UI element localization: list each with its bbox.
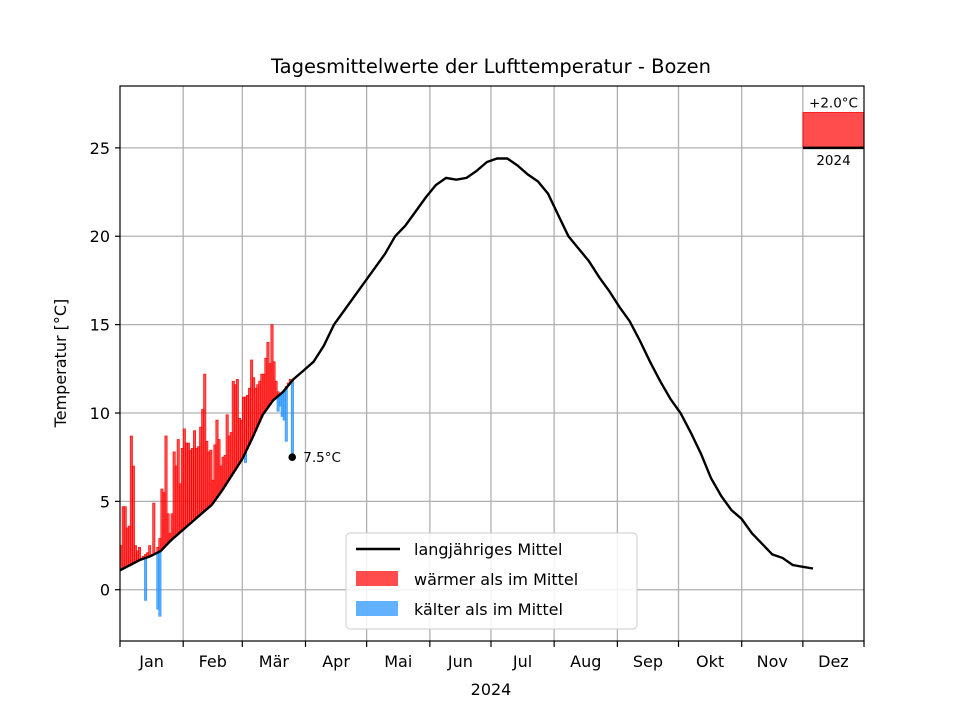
legend-box — [345, 532, 638, 630]
cold-bar — [284, 387, 288, 442]
y-tick-label: 5 — [100, 492, 110, 511]
legend-warmer-label: wärmer als im Mittel — [414, 570, 578, 589]
legend-mean-label: langjähriges Mittel — [414, 540, 562, 559]
x-tick-label: Mai — [384, 652, 412, 671]
mean-line — [119, 157, 814, 572]
mean-line-group — [119, 157, 814, 572]
cold-bar — [158, 551, 162, 617]
x-tick-label: Apr — [322, 652, 350, 671]
x-tick-label: Jul — [512, 652, 532, 671]
x-tick-label: Mär — [259, 652, 290, 671]
legend: langjähriges Mittel wärmer als im Mittel… — [345, 532, 638, 630]
x-axis: Jan Feb Mär Apr Mai Jun Jul Aug Sep Okt Nov Dez — [119, 641, 865, 671]
anomaly-bars — [119, 324, 294, 617]
warm-bar — [152, 502, 156, 555]
cold-bar — [144, 557, 148, 601]
last-value-marker — [288, 453, 297, 461]
x-tick-label: Dez — [818, 652, 849, 671]
y-axis: 0 5 10 15 20 25 — [90, 139, 120, 600]
anomaly-value-label: +2.0°C — [809, 96, 858, 112]
legend-colder-label: kälter als im Mittel — [414, 600, 563, 619]
x-tick-label: Jun — [447, 652, 473, 671]
x-tick-label: Aug — [570, 652, 601, 671]
y-tick-label: 25 — [90, 139, 110, 158]
anomaly-year-label: 2024 — [816, 153, 850, 169]
legend-colder-swatch — [356, 601, 398, 616]
y-tick-label: 15 — [90, 316, 110, 335]
x-tick-label: Jan — [138, 652, 164, 671]
plot-frame — [119, 85, 865, 642]
y-tick-label: 10 — [90, 404, 110, 423]
last-value-label: 7.5°C — [303, 450, 341, 466]
x-tick-label: Nov — [757, 652, 788, 671]
x-tick-label: Sep — [633, 652, 663, 671]
x-axis-label: 2024 — [471, 680, 512, 699]
cold-bar — [290, 380, 294, 458]
x-tick-label: Okt — [696, 652, 724, 671]
legend-warmer-swatch — [356, 571, 398, 586]
annual-anomaly-box: +2.0°C 2024 — [802, 96, 865, 169]
chart-title: Tagesmittelwerte der Lufttemperatur - Bo… — [270, 55, 711, 78]
y-axis-label: Temperatur [°C] — [51, 299, 70, 429]
y-tick-label: 20 — [90, 227, 110, 246]
anomaly-bar — [802, 112, 865, 149]
y-tick-label: 0 — [100, 581, 110, 600]
x-tick-label: Feb — [199, 652, 227, 671]
last-value-marker-group: 7.5°C — [288, 450, 341, 466]
